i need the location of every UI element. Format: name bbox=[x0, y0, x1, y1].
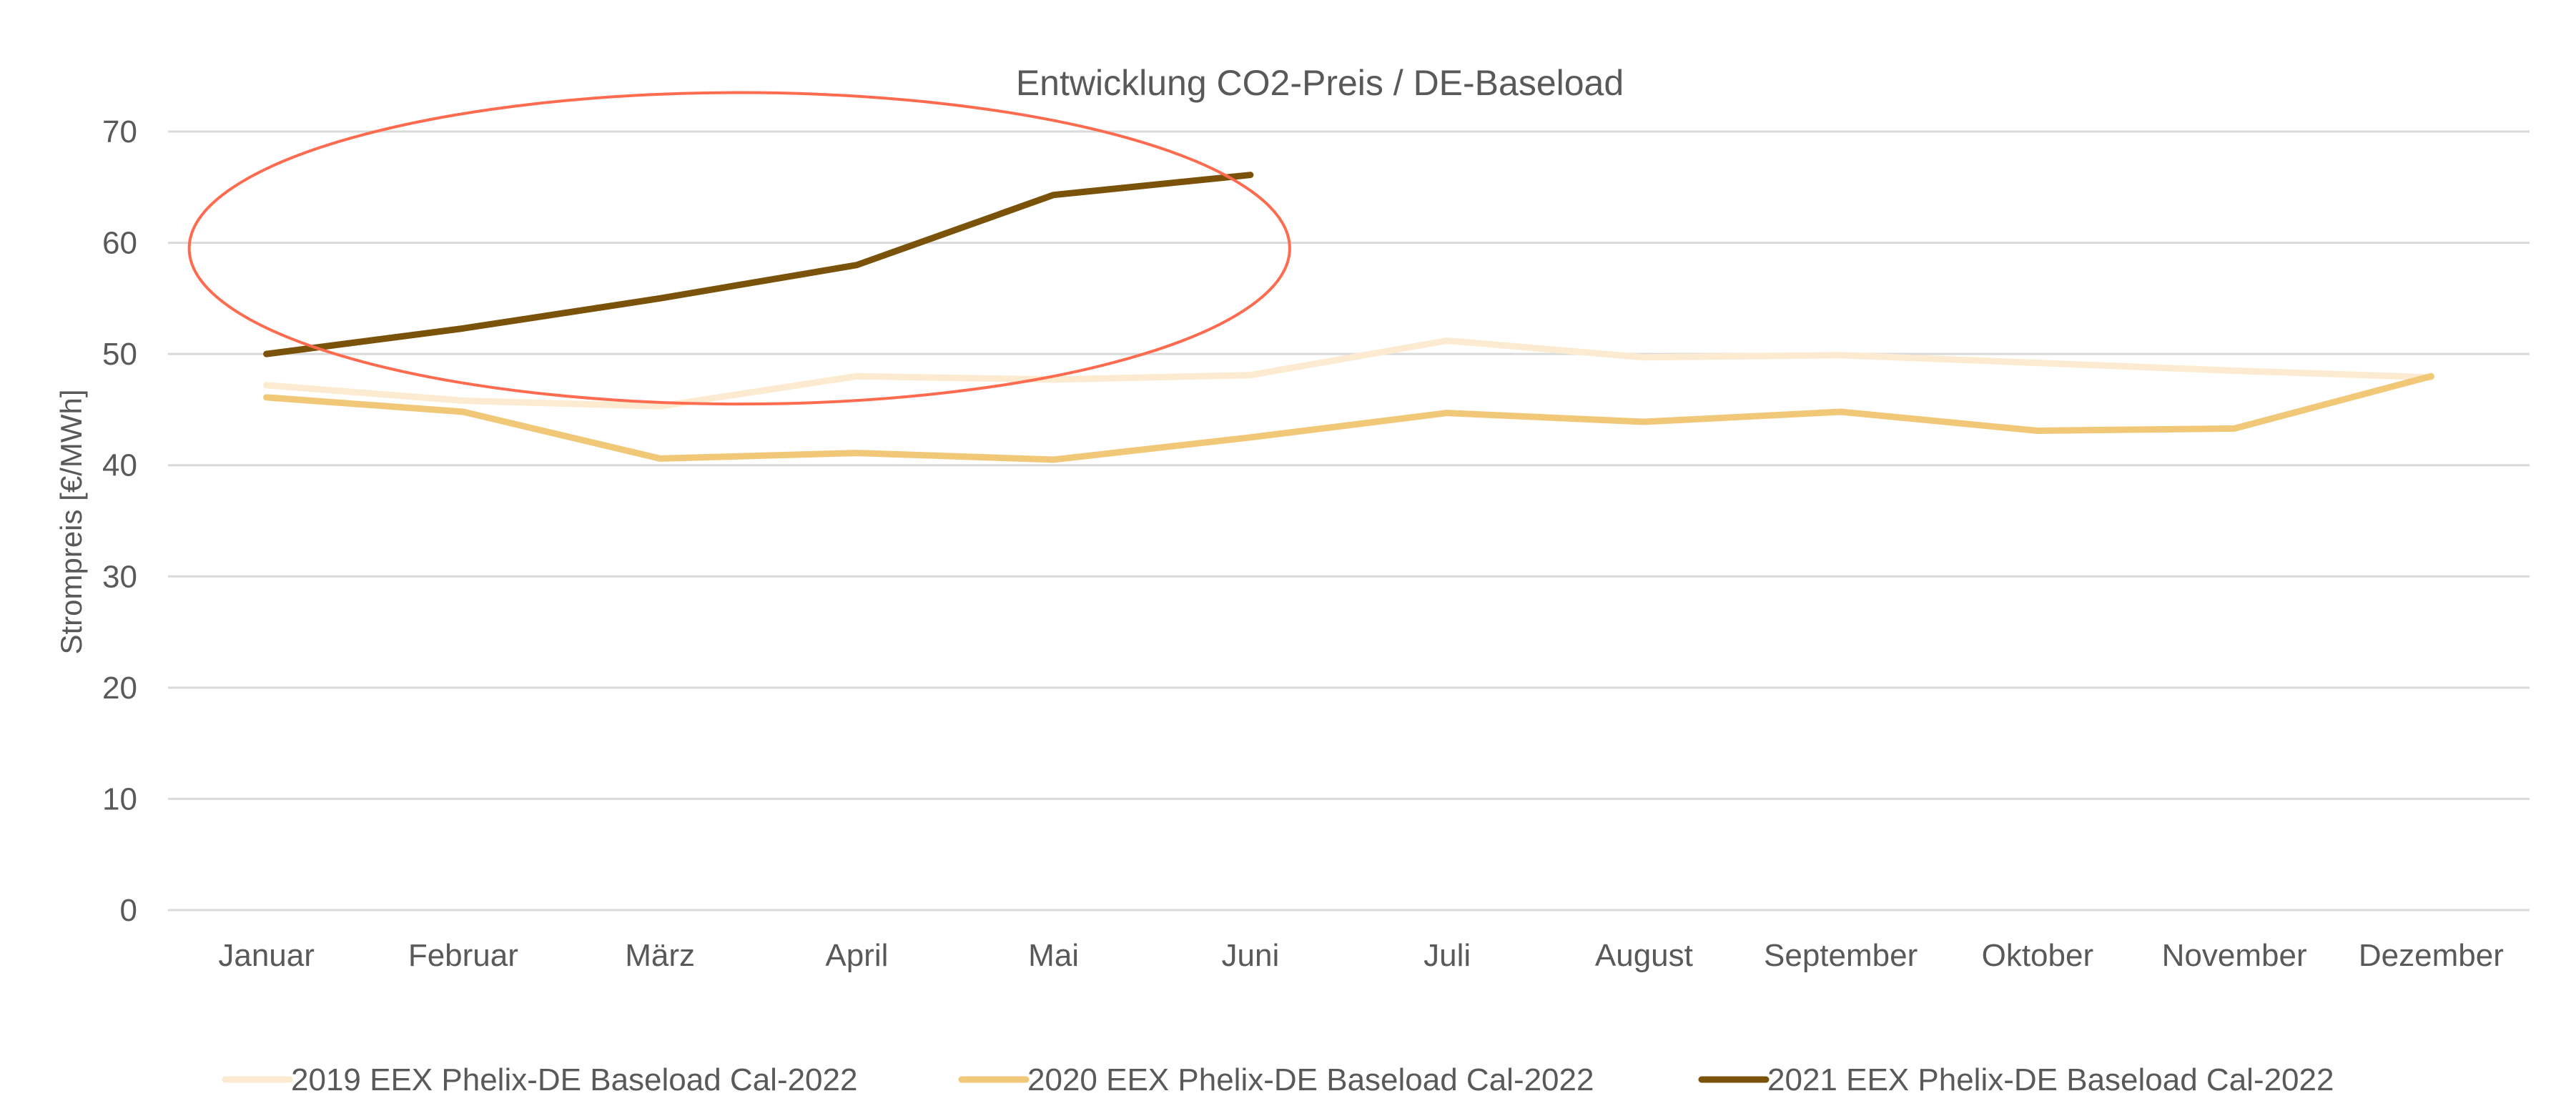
y-tick-label: 40 bbox=[102, 448, 137, 483]
gridlines bbox=[168, 130, 2530, 912]
x-tick-label: Oktober bbox=[1982, 938, 2094, 973]
y-tick-label: 50 bbox=[102, 337, 137, 372]
x-tick-label: Juni bbox=[1222, 938, 1280, 973]
series-line-2 bbox=[263, 172, 1254, 357]
x-tick-label: Mai bbox=[1028, 938, 1079, 973]
y-tick-label: 30 bbox=[102, 559, 137, 594]
x-tick-label: März bbox=[625, 938, 695, 973]
highlight-ellipse bbox=[187, 91, 1291, 406]
chart-title: Entwicklung CO2-Preis / DE-Baseload bbox=[1016, 63, 1624, 103]
x-tick-label: Dezember bbox=[2359, 938, 2504, 973]
y-tick-label: 60 bbox=[102, 226, 137, 261]
x-tick-label: April bbox=[825, 938, 888, 973]
x-tick-label: September bbox=[1764, 938, 1918, 973]
annotations bbox=[187, 91, 1291, 406]
series-line-0 bbox=[263, 337, 2434, 410]
y-tick-labels: 0 10 20 30 40 50 60 70 bbox=[102, 114, 137, 928]
y-tick-label: 70 bbox=[102, 114, 137, 149]
series-lines bbox=[263, 172, 2434, 463]
y-axis-title: Strompreis [€/MWh] bbox=[54, 389, 88, 654]
legend-label: 2021 EEX Phelix-DE Baseload Cal-2022 bbox=[1767, 1062, 2334, 1097]
y-tick-label: 10 bbox=[102, 781, 137, 816]
x-tick-label: Februar bbox=[408, 938, 518, 973]
legend-label: 2020 EEX Phelix-DE Baseload Cal-2022 bbox=[1027, 1062, 1594, 1097]
x-tick-label: Juli bbox=[1423, 938, 1471, 973]
y-tick-label: 0 bbox=[120, 893, 137, 928]
x-tick-label: August bbox=[1595, 938, 1693, 973]
legend-label: 2019 EEX Phelix-DE Baseload Cal-2022 bbox=[291, 1062, 857, 1097]
x-tick-label: November bbox=[2162, 938, 2307, 973]
x-tick-labels: Januar Februar März April Mai Juni Juli August S… bbox=[218, 938, 2504, 973]
legend: 2019 EEX Phelix-DE Baseload Cal-2022 2020… bbox=[222, 1062, 2334, 1097]
y-tick-label: 20 bbox=[102, 671, 137, 706]
x-tick-label: Januar bbox=[218, 938, 315, 973]
series-line-1 bbox=[263, 372, 2434, 463]
